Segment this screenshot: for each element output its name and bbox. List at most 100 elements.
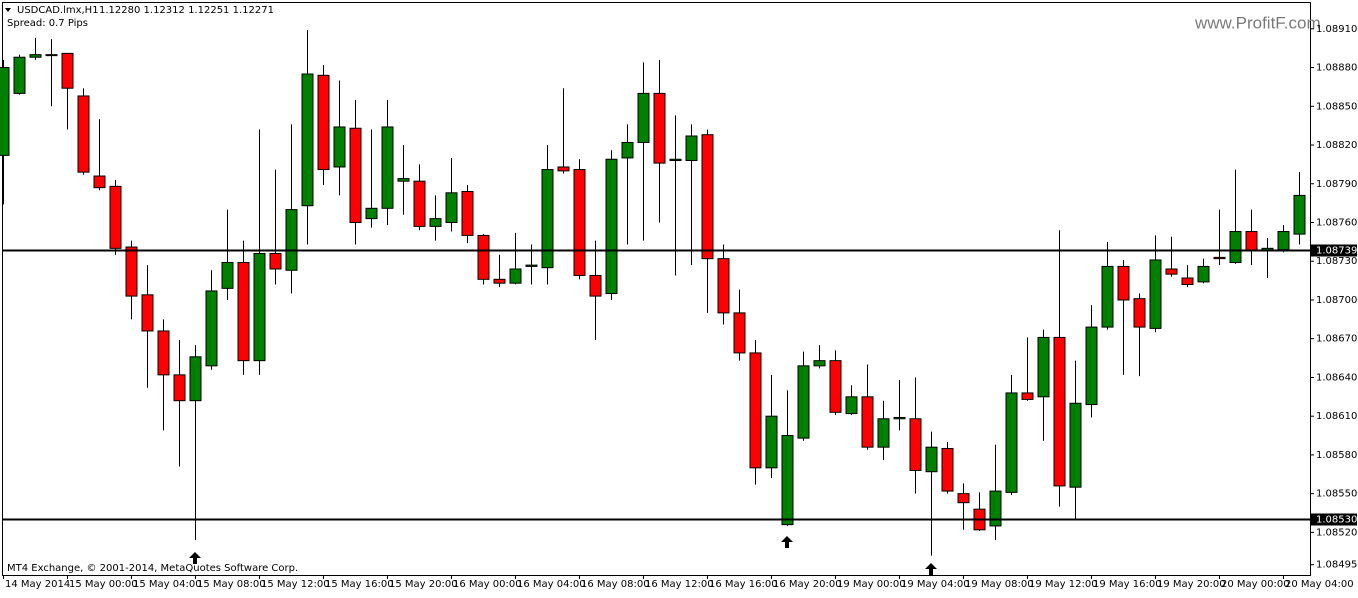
candle-body-down (77, 95, 90, 173)
candle-body-up (13, 56, 26, 94)
symbol: USDCAD.lmx,H1 (17, 5, 99, 16)
candle-body-up (29, 54, 42, 58)
y-tick-label: 1.08670 (1316, 334, 1357, 345)
candle-body-down (477, 234, 490, 280)
quote: 1.12280 1.12312 1.12251 1.12271 (99, 5, 274, 16)
candle-body-down (701, 134, 714, 260)
y-tick-label: 1.08640 (1316, 372, 1357, 383)
x-tick-label: 16 May 08:00 (581, 579, 650, 590)
candle-body-down (493, 278, 506, 284)
candle-body-up (685, 135, 698, 162)
candle-body-down (1021, 392, 1034, 400)
x-tick-label: 15 May 16:00 (325, 579, 394, 590)
x-tick-label: 14 May 2014 (5, 579, 70, 590)
candle-body-up (1197, 265, 1210, 283)
candle-body-up (1101, 265, 1114, 328)
spread: Spread: 0.7 Pips (7, 18, 88, 29)
candle-body-up (189, 356, 202, 402)
candle-body-down (349, 127, 362, 224)
candle-body-up (525, 264, 538, 267)
candle-body-up (205, 290, 218, 367)
y-tick-label: 1.08495 (1316, 560, 1357, 571)
x-tick-label: 16 May 04:00 (517, 579, 586, 590)
y-tick-label: 1.08790 (1316, 179, 1357, 190)
y-tick-label: 1.08700 (1316, 295, 1357, 306)
x-tick-label: 19 May 12:00 (1029, 579, 1098, 590)
candle-body-up (845, 396, 858, 415)
candle-body-down (1133, 298, 1146, 328)
candle-body-up (221, 262, 234, 289)
candle-body-up (781, 435, 794, 526)
candle-body-down (1053, 336, 1066, 487)
candle-body-down (173, 374, 186, 402)
candle-body-up (301, 73, 314, 207)
candle-body-down (109, 185, 122, 249)
candle-body-down (557, 166, 570, 172)
candle-body-down (957, 493, 970, 504)
candle-body-down (1213, 256, 1226, 260)
candle-body-up (813, 360, 826, 367)
candle-body-down (1245, 231, 1258, 252)
candle-body-up (1277, 231, 1290, 251)
y-tick-label: 1.08910 (1316, 24, 1357, 35)
candle-body-down (461, 191, 474, 236)
candle-body-down (1117, 265, 1130, 301)
candle-body-down (941, 447, 954, 492)
x-tick-label: 19 May 08:00 (965, 579, 1034, 590)
price-label: 1.08530 (1316, 515, 1357, 526)
x-tick-label: 16 May 12:00 (645, 579, 714, 590)
candle-body-down (317, 74, 330, 171)
y-tick-label: 1.08730 (1316, 256, 1357, 267)
x-tick-label: 15 May 04:00 (133, 579, 202, 590)
candle-body-up (445, 192, 458, 224)
candle-body-up (989, 490, 1002, 527)
candle-body-up (1005, 392, 1018, 493)
footer: MT4 Exchange, © 2001-2014, MetaQuotes So… (7, 563, 298, 574)
candle-body-up (621, 141, 634, 159)
price-label-box (1311, 244, 1357, 257)
x-tick-label: 15 May 12:00 (261, 579, 330, 590)
candle-body-down (573, 169, 586, 276)
y-tick-label: 1.08880 (1316, 63, 1357, 74)
candle-body-up (397, 178, 410, 182)
arrow (189, 552, 201, 564)
candle-body-down (125, 246, 138, 297)
menu-triangle (5, 8, 11, 12)
y-tick-label: 1.08820 (1316, 140, 1357, 151)
candle-body-up (509, 268, 522, 284)
candle-body-up (285, 209, 298, 271)
x-tick-label: 19 May 04:00 (901, 579, 970, 590)
y-tick-label: 1.08520 (1316, 527, 1357, 538)
candle-body-up (365, 207, 378, 220)
candle-body-down (269, 252, 282, 270)
candle-body-up (1069, 402, 1082, 488)
arrow (781, 536, 793, 548)
watermark: www.ProfitF.com (1194, 13, 1321, 32)
x-tick-label: 16 May 00:00 (453, 579, 522, 590)
candle-body-up (333, 126, 346, 168)
candle-body-up (429, 218, 442, 227)
y-tick-label: 1.08550 (1316, 489, 1357, 500)
candle-body-up (765, 415, 778, 469)
candle-body-up (605, 158, 618, 295)
candle-body-down (1165, 268, 1178, 275)
x-tick-label: 15 May 20:00 (389, 579, 458, 590)
candle-body-down (1181, 277, 1194, 285)
candle-body-up (381, 126, 394, 209)
y-tick-label: 1.08610 (1316, 411, 1357, 422)
candle-body-up (0, 67, 10, 156)
candle-body-down (909, 418, 922, 471)
y-tick-label: 1.08850 (1316, 101, 1357, 112)
candle-body-down (861, 396, 874, 448)
candle-body-down (141, 294, 154, 332)
candle-body-up (541, 169, 554, 269)
candle-body-up (1293, 194, 1306, 235)
candle-body-down (733, 312, 746, 354)
candle-body-up (925, 446, 938, 473)
candle-body-down (589, 274, 602, 297)
x-tick-label: 19 May 00:00 (837, 579, 906, 590)
price-label: 1.08739 (1316, 246, 1357, 257)
x-tick-label: 16 May 16:00 (709, 579, 778, 590)
